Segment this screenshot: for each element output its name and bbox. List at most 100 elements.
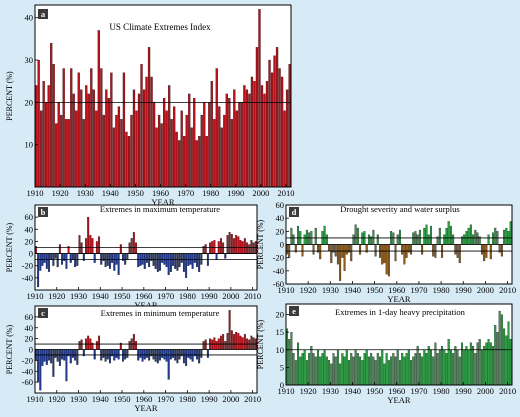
y-tick-label: 15 — [276, 327, 285, 337]
bar-1978 — [205, 136, 208, 188]
bar-2004 — [270, 72, 274, 188]
bar-2000 — [485, 342, 488, 386]
bar-1936 — [91, 238, 94, 254]
bar-1959 — [394, 356, 397, 386]
bar-1992 — [213, 240, 216, 254]
y-tick-label: -20 — [22, 261, 33, 271]
bar-1977 — [203, 102, 206, 188]
bar-1988 — [204, 339, 207, 350]
bar-1943 — [359, 356, 362, 386]
bar-2000 — [230, 234, 233, 254]
bar-2005 — [496, 332, 499, 386]
bar-1976 — [432, 356, 435, 386]
bar-1955 — [132, 334, 135, 350]
bar-1998 — [226, 333, 229, 350]
x-axis-label: YEAR — [151, 197, 174, 207]
bar-2004 — [494, 325, 497, 386]
bar-1959 — [141, 253, 144, 265]
bar-1972 — [169, 253, 172, 272]
bar-1977 — [180, 253, 183, 263]
bar-1994 — [472, 234, 475, 245]
bar-1960 — [396, 349, 399, 386]
bar-1971 — [167, 253, 170, 275]
bar-1911 — [37, 349, 40, 383]
bar-1939 — [98, 335, 101, 350]
bar-1945 — [363, 353, 366, 386]
x-tick-label: 2000 — [477, 386, 494, 396]
bar-1987 — [202, 341, 205, 350]
bar-1917 — [50, 349, 53, 364]
panel-badge — [289, 207, 299, 217]
bar-1989 — [233, 89, 236, 188]
bar-1955 — [147, 47, 151, 188]
bar-1996 — [222, 334, 225, 350]
bar-1913 — [42, 81, 45, 188]
bar-1998 — [480, 244, 483, 255]
bar-1921 — [62, 68, 65, 188]
bar-1983 — [447, 339, 450, 386]
bar-1986 — [454, 346, 457, 386]
bar-1959 — [141, 349, 144, 362]
bar-2008 — [503, 328, 506, 386]
bar-1974 — [195, 140, 198, 188]
panel-letter: e — [292, 306, 296, 316]
bar-1954 — [383, 363, 386, 386]
panel-badge — [289, 306, 299, 316]
bar-2006 — [275, 47, 279, 188]
bar-1960 — [160, 123, 163, 188]
x-tick-label: 1950 — [114, 291, 131, 301]
x-axis-label: YEAR — [134, 403, 157, 413]
bar-2000 — [230, 330, 233, 350]
bar-1939 — [107, 97, 111, 188]
bar-1934 — [95, 110, 98, 188]
bar-2008 — [248, 339, 251, 350]
x-tick-label: 2010 — [244, 291, 261, 301]
bar-1922 — [312, 353, 315, 386]
bar-1925 — [319, 356, 322, 386]
bar-1933 — [336, 349, 339, 386]
bar-1966 — [410, 244, 413, 255]
bar-1935 — [89, 235, 92, 254]
bar-1926 — [75, 110, 78, 188]
bar-1965 — [154, 253, 157, 269]
bar-1927 — [323, 349, 326, 386]
chart-panel-b: -40 -20 0 20 40 60 1910 1920 1930 1940 1950 1960 197… — [5, 204, 261, 310]
x-tick-label: 2000 — [252, 188, 269, 198]
bar-1949 — [372, 356, 375, 386]
x-tick-label: 2000 — [222, 394, 239, 404]
bar-1952 — [379, 356, 381, 386]
bar-1972 — [169, 349, 172, 360]
x-tick-label: 1950 — [366, 285, 383, 295]
bar-1970 — [418, 229, 421, 245]
bar-1948 — [117, 349, 120, 360]
bar-1930 — [78, 235, 81, 254]
bar-1923 — [314, 227, 317, 245]
bar-1943 — [106, 349, 109, 360]
y-tick-label: 40 — [25, 13, 34, 23]
x-tick-label: 1920 — [52, 188, 69, 198]
bar-1947 — [127, 136, 131, 188]
bar-1965 — [154, 349, 157, 362]
x-tick-label: 1950 — [366, 386, 383, 396]
x-tick-label: 1980 — [433, 285, 450, 295]
bar-1999 — [258, 9, 261, 188]
bar-2002 — [265, 81, 269, 188]
bar-1919 — [305, 360, 308, 386]
y-tick-label: 5 — [280, 362, 284, 372]
bar-1962 — [401, 353, 404, 386]
plot-frame — [34, 204, 258, 291]
bar-1927 — [77, 72, 80, 188]
bar-1938 — [105, 89, 108, 188]
bar-1924 — [65, 253, 68, 269]
x-tick-label: 1950 — [127, 188, 144, 198]
bar-1982 — [445, 227, 448, 245]
bar-1990 — [209, 242, 212, 254]
bar-1919 — [57, 102, 60, 188]
bar-1988 — [458, 244, 461, 264]
bar-1960 — [396, 234, 399, 245]
chart-panel-e: 0 5 10 15 20 1910 1920 1930 1940 1950 1960 1970 1980… — [256, 303, 516, 405]
bar-1950 — [374, 244, 377, 257]
bar-1917 — [301, 353, 304, 386]
bar-1967 — [412, 356, 415, 386]
y-tick-label: -40 — [273, 266, 284, 276]
